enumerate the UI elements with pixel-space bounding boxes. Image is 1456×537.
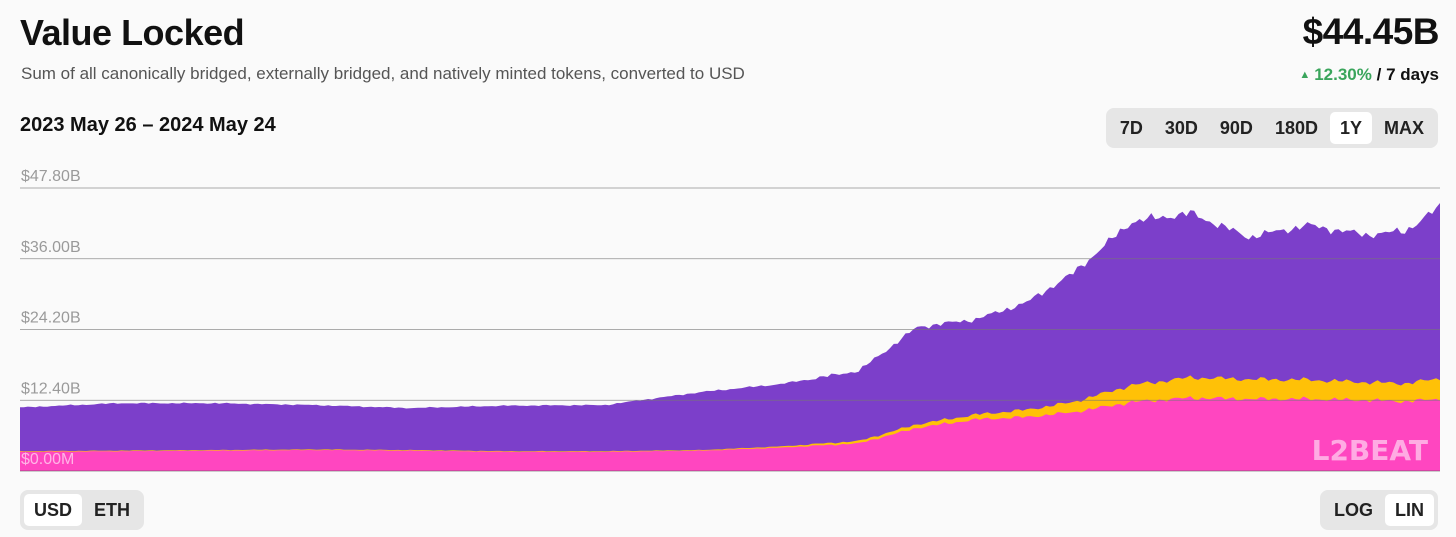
scale-log-button[interactable]: LOG — [1334, 500, 1373, 520]
chart-gridlines — [20, 187, 1440, 472]
range-1y-button[interactable]: 1Y — [1329, 112, 1372, 144]
change-indicator: ▲ 12.30% / 7 days — [1299, 65, 1439, 85]
scale-selector: LOG LIN — [1320, 490, 1438, 530]
y-tick-label: $0.00M — [21, 451, 74, 468]
value-locked-chart: $0.00M $12.40B $24.20B $36.00B $47.80B L2BEA… — [20, 168, 1440, 472]
range-30d-button[interactable]: 30D — [1164, 118, 1198, 138]
currency-eth-button[interactable]: ETH — [94, 500, 131, 520]
total-value: $44.45B — [1302, 11, 1440, 52]
change-percent: 12.30% — [1314, 65, 1372, 84]
range-180d-button[interactable]: 180D — [1274, 118, 1318, 138]
range-7d-button[interactable]: 7D — [1119, 118, 1143, 138]
range-max-button[interactable]: MAX — [1384, 118, 1424, 138]
y-tick-label: $24.20B — [21, 310, 81, 327]
range-selector: 7D 30D 90D 180D 1Y MAX — [1105, 108, 1438, 148]
page-title: Value Locked — [20, 12, 245, 53]
page-subtitle: Sum of all canonically bridged, external… — [21, 64, 745, 83]
canonically-bridged-area — [20, 396, 1440, 471]
y-tick-label: $47.80B — [21, 168, 81, 185]
currency-selector: USD ETH — [20, 490, 145, 530]
currency-usd-button[interactable]: USD — [24, 494, 83, 526]
chart-areas — [20, 203, 1440, 471]
y-tick-label: $12.40B — [21, 380, 81, 397]
scale-lin-button[interactable]: LIN — [1385, 494, 1434, 526]
y-axis-labels: $0.00M $12.40B $24.20B $36.00B $47.80B — [21, 168, 81, 468]
change-period: / 7 days — [1376, 65, 1439, 84]
l2beat-watermark: L2BEAT — [1312, 434, 1428, 467]
y-tick-label: $36.00B — [21, 239, 81, 256]
range-90d-button[interactable]: 90D — [1219, 118, 1253, 138]
date-range: 2023 May 26 – 2024 May 24 — [20, 114, 276, 136]
up-triangle-icon: ▲ — [1299, 69, 1311, 81]
